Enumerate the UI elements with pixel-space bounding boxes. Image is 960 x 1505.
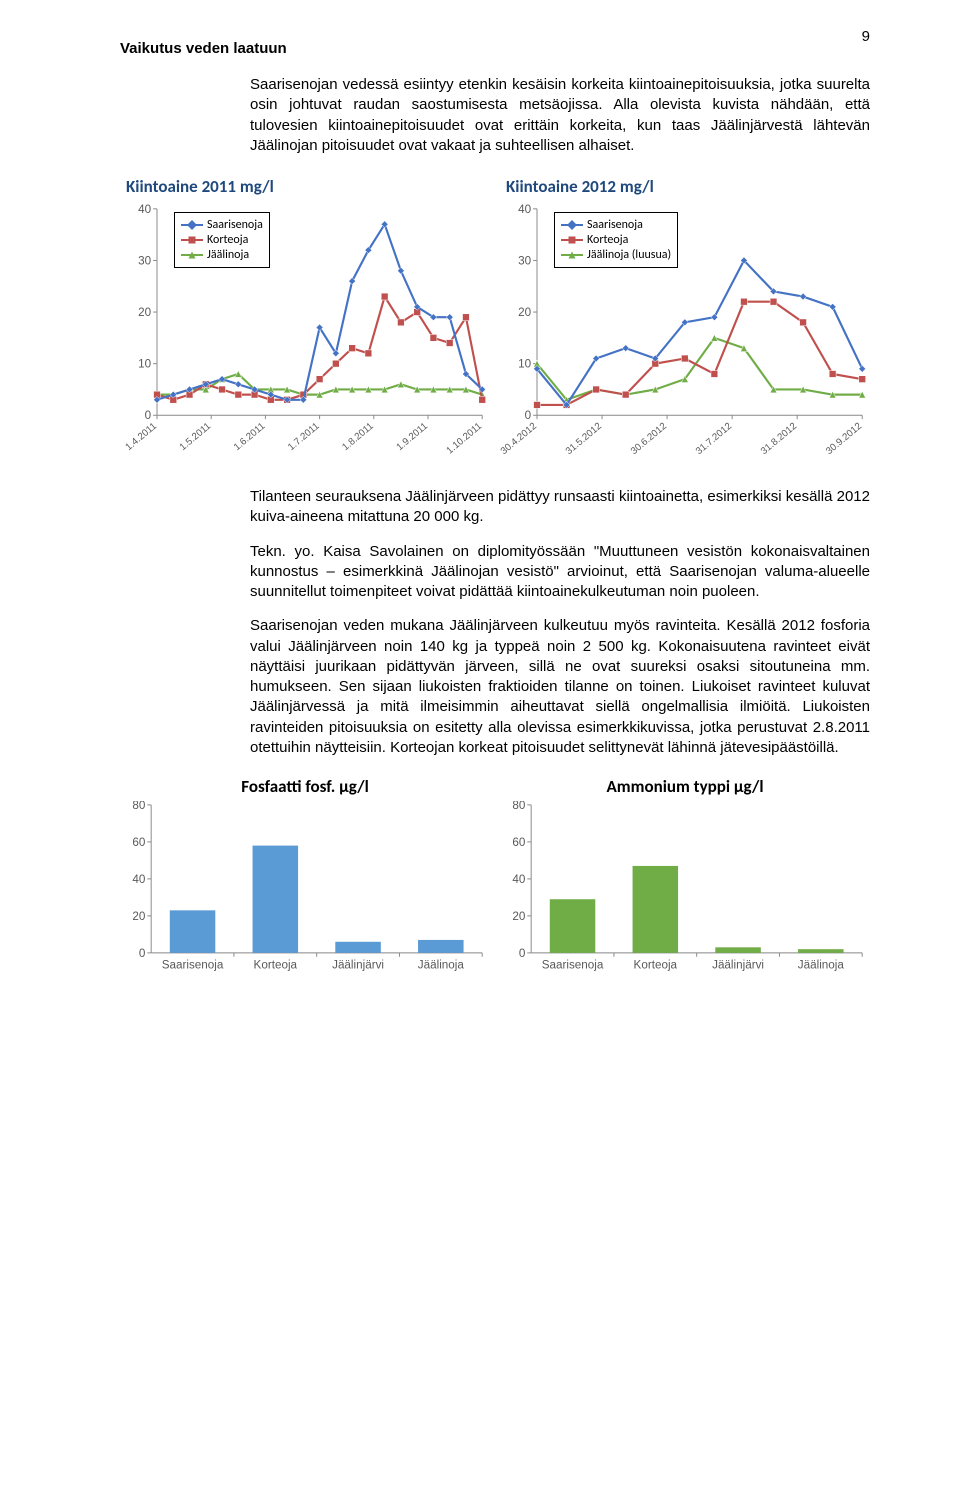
legend-item: Jäälinoja (luusua) <box>587 248 671 262</box>
chart-panel-amm: Ammonium typpi μg/l 0 20 40 60 80 Saarisenoja… <box>500 776 870 981</box>
svg-text:30: 30 <box>518 254 531 267</box>
svg-text:40: 40 <box>138 203 151 216</box>
svg-text:80: 80 <box>132 801 145 812</box>
legend-item: Saarisenoja <box>587 218 643 232</box>
svg-text:Korteoja: Korteoja <box>634 959 678 972</box>
legend-item: Korteoja <box>207 233 248 247</box>
svg-text:20: 20 <box>132 910 145 923</box>
svg-text:1.7.2011: 1.7.2011 <box>286 421 321 453</box>
paragraph-4: Saarisenojan veden mukana Jäälinjärveen … <box>250 616 870 758</box>
svg-text:10: 10 <box>518 358 531 371</box>
svg-text:1.6.2011: 1.6.2011 <box>232 421 267 453</box>
svg-text:30.6.2012: 30.6.2012 <box>629 421 669 456</box>
bar-charts-row: Fosfaatti fosf. μg/l 0 20 40 60 80 Saarisenoj… <box>120 776 870 981</box>
svg-text:31.7.2012: 31.7.2012 <box>694 421 734 456</box>
svg-text:Saarisenoja: Saarisenoja <box>542 959 604 972</box>
svg-text:30.4.2012: 30.4.2012 <box>500 421 539 456</box>
svg-text:60: 60 <box>132 836 145 849</box>
svg-text:31.5.2012: 31.5.2012 <box>564 421 604 456</box>
intro-text-block: Saarisenojan vedessä esiintyy etenkin ke… <box>250 75 870 156</box>
svg-text:0: 0 <box>519 947 526 960</box>
legend-item: Korteoja <box>587 233 628 247</box>
legend-2011: Saarisenoja Korteoja Jäälinoja <box>174 212 270 268</box>
svg-text:30.9.2012: 30.9.2012 <box>824 421 864 456</box>
svg-text:Jäälinjärvi: Jäälinjärvi <box>332 959 384 972</box>
line-charts-row: Kiintoaine 2011 mg/l 0 10 20 30 40 1.4.2011 1.… <box>120 176 870 461</box>
svg-text:0: 0 <box>525 409 532 422</box>
svg-text:40: 40 <box>518 203 531 216</box>
chart-title-2011: Kiintoaine 2011 mg/l <box>120 176 490 197</box>
legend-item: Jäälinoja <box>207 248 249 262</box>
svg-text:Jäälinoja: Jäälinoja <box>418 959 465 972</box>
svg-text:20: 20 <box>518 306 531 319</box>
chart-title-fosf: Fosfaatti fosf. μg/l <box>120 776 490 797</box>
paragraph-3: Tekn. yo. Kaisa Savolainen on diplomityö… <box>250 542 870 603</box>
svg-text:Jäälinjärvi: Jäälinjärvi <box>712 959 764 972</box>
paragraph-1: Saarisenojan vedessä esiintyy etenkin ke… <box>250 75 870 156</box>
svg-text:60: 60 <box>512 836 525 849</box>
section-heading: Vaikutus veden laatuun <box>120 40 870 57</box>
svg-text:1.8.2011: 1.8.2011 <box>340 421 375 453</box>
chart-panel-2011: Kiintoaine 2011 mg/l 0 10 20 30 40 1.4.2011 1.… <box>120 176 490 461</box>
svg-text:10: 10 <box>138 358 151 371</box>
bar-chart-amm: 0 20 40 60 80 Saarisenoja Korteoja Jäälinjärvi J… <box>500 801 870 976</box>
chart-panel-fosf: Fosfaatti fosf. μg/l 0 20 40 60 80 Saarisenoj… <box>120 776 490 981</box>
chart-title-amm: Ammonium typpi μg/l <box>500 776 870 797</box>
svg-text:Jäälinoja: Jäälinoja <box>798 959 845 972</box>
svg-text:0: 0 <box>139 947 146 960</box>
paragraph-2: Tilanteen seurauksena Jäälinjärveen pidä… <box>250 487 870 528</box>
svg-text:31.8.2012: 31.8.2012 <box>759 421 799 456</box>
legend-item: Saarisenoja <box>207 218 263 232</box>
svg-text:1.10.2011: 1.10.2011 <box>444 421 484 456</box>
page-number: 9 <box>862 28 870 45</box>
svg-text:40: 40 <box>512 873 525 886</box>
middle-text-block: Tilanteen seurauksena Jäälinjärveen pidä… <box>250 487 870 758</box>
chart-panel-2012: Kiintoaine 2012 mg/l 0 10 20 30 40 30.4.2012 3… <box>500 176 870 461</box>
bar-chart-fosf: 0 20 40 60 80 Saarisenoja Korteoja Jäälinjärvi J… <box>120 801 490 976</box>
svg-text:30: 30 <box>138 254 151 267</box>
svg-text:1.9.2011: 1.9.2011 <box>394 421 429 453</box>
svg-text:1.5.2011: 1.5.2011 <box>178 421 213 453</box>
legend-2012: Saarisenoja Korteoja Jäälinoja (luusua) <box>554 212 678 268</box>
svg-text:20: 20 <box>512 910 525 923</box>
chart-title-2012: Kiintoaine 2012 mg/l <box>500 176 870 197</box>
svg-text:20: 20 <box>138 306 151 319</box>
svg-text:Saarisenoja: Saarisenoja <box>162 959 224 972</box>
svg-text:Korteoja: Korteoja <box>254 959 298 972</box>
svg-text:0: 0 <box>145 409 152 422</box>
svg-text:80: 80 <box>512 801 525 812</box>
svg-text:40: 40 <box>132 873 145 886</box>
svg-text:1.4.2011: 1.4.2011 <box>123 421 158 453</box>
